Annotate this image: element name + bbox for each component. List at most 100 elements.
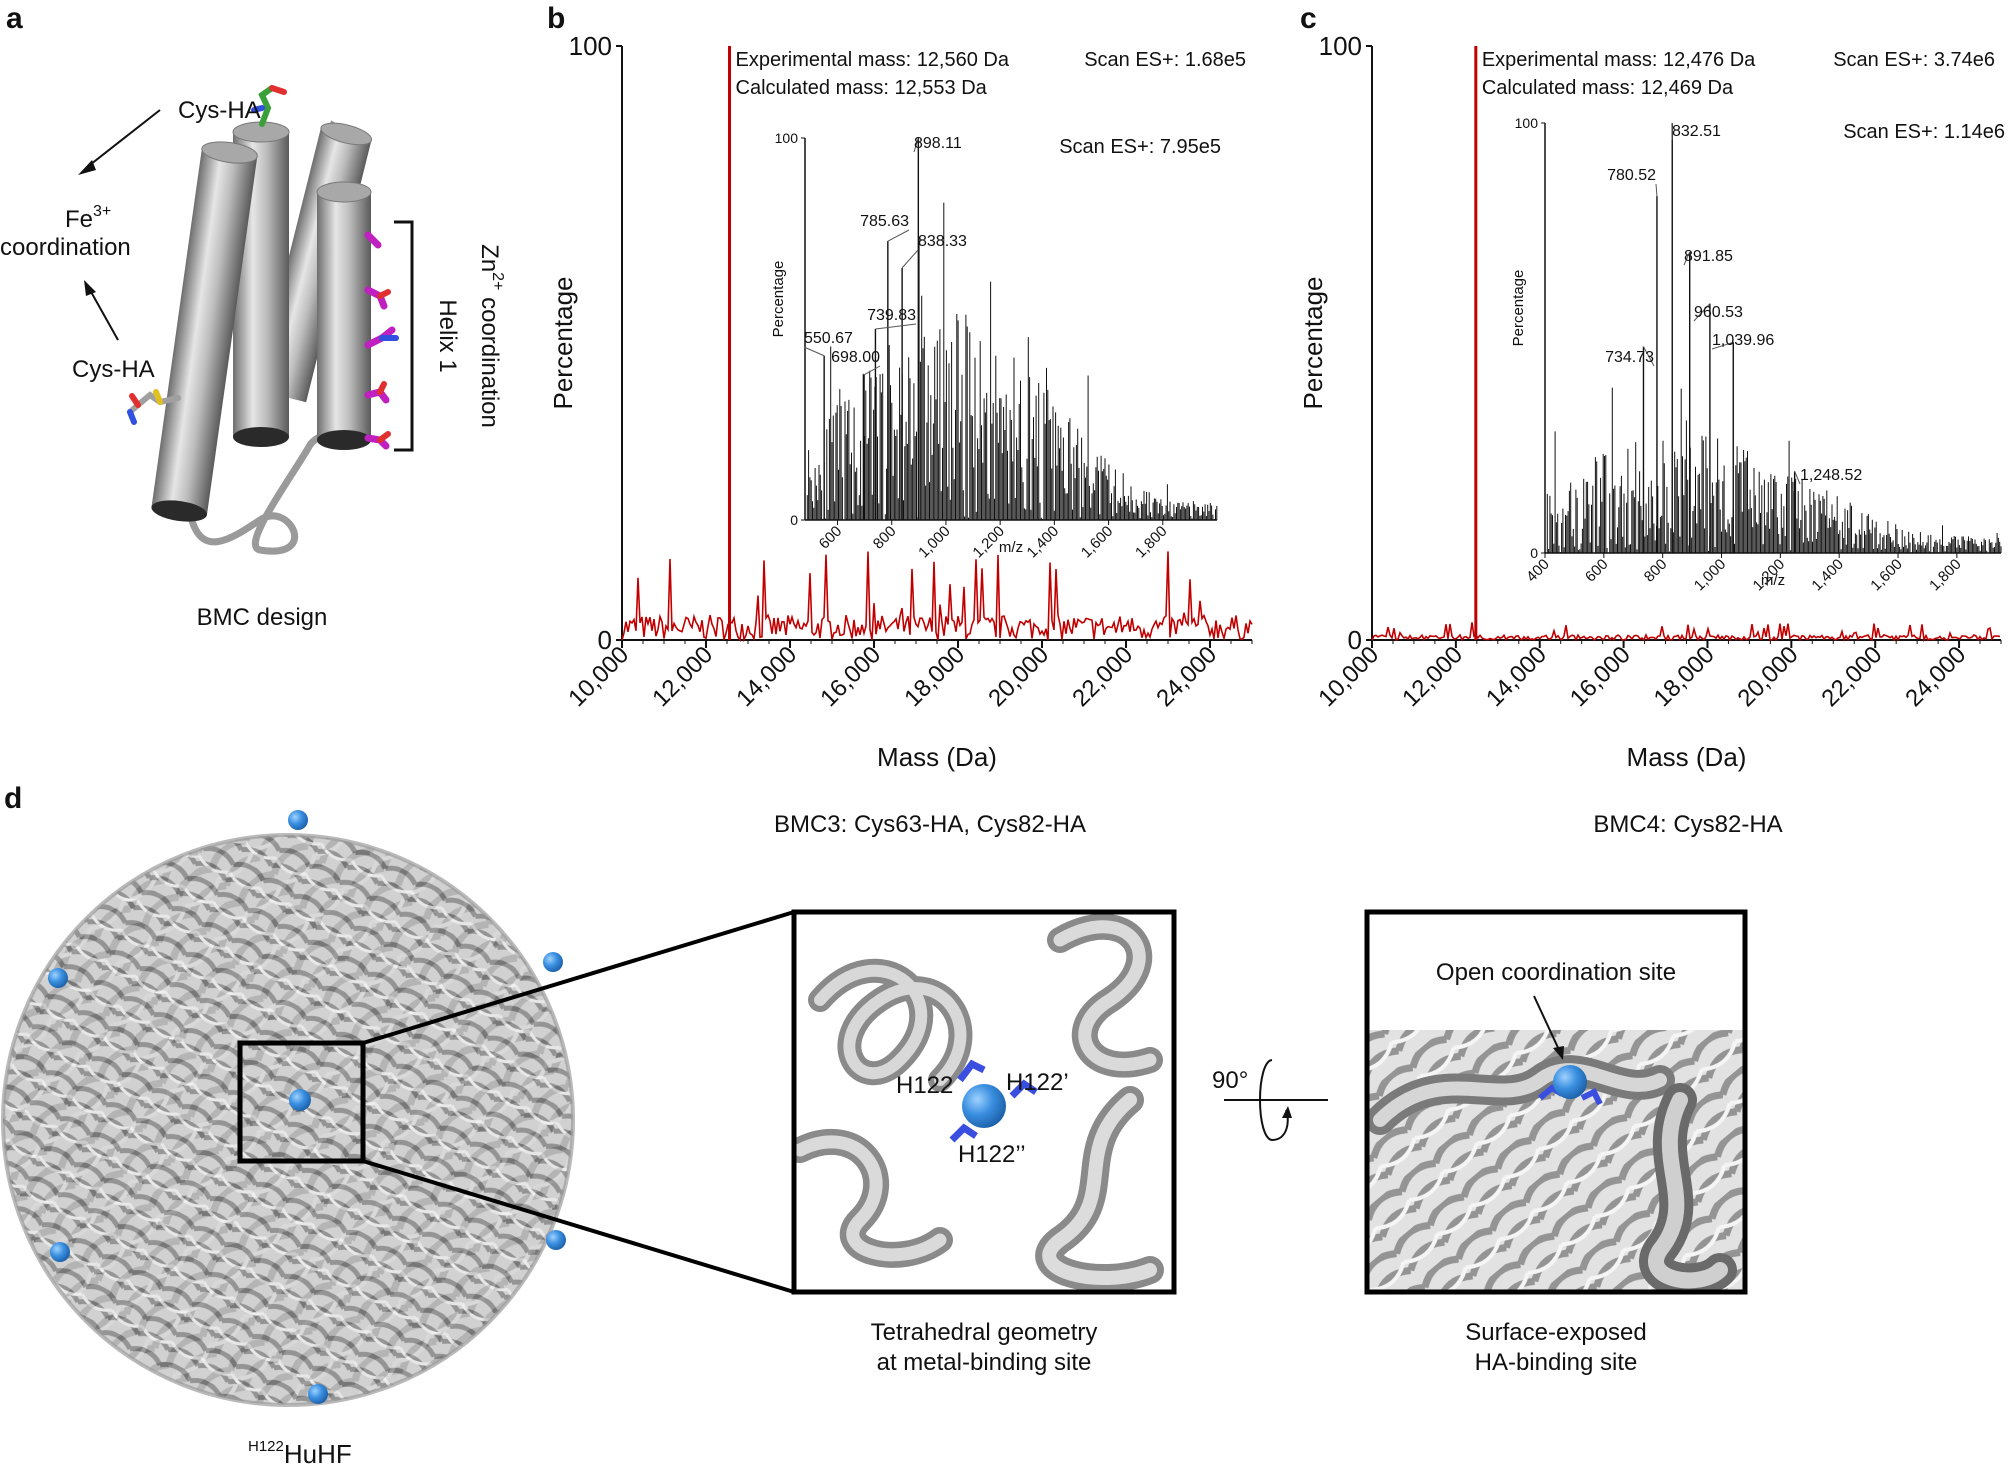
inset-peak-label: 734.73 bbox=[1605, 349, 1654, 366]
inset-peak-leader bbox=[1643, 346, 1655, 367]
y-tick-label: 0 bbox=[1348, 625, 1362, 655]
rotation-arrow-icon bbox=[1259, 1059, 1289, 1142]
x-axis-title: Mass (Da) bbox=[877, 742, 997, 772]
inset-peak-leader bbox=[1711, 341, 1734, 350]
inset-x-tick-label: 1,600 bbox=[1867, 556, 1906, 595]
h122-label-1: H122 bbox=[896, 1072, 953, 1099]
zoom-metal-ion bbox=[962, 1084, 1006, 1128]
loop-ribbon bbox=[186, 424, 356, 555]
cys-ha-stick-top bbox=[251, 85, 287, 127]
surface-site-view: Open coordination site bbox=[1364, 909, 1748, 1295]
inset-peak-label: 832.51 bbox=[1672, 123, 1721, 140]
x-tick-label: 22,000 bbox=[1067, 641, 1138, 712]
inset-x-tick-label: 600 bbox=[816, 523, 846, 553]
panel-letter-a: a bbox=[6, 2, 23, 35]
fe-arrows bbox=[78, 109, 161, 341]
inset-scan-label: Scan ES+: 1.14e6 bbox=[1843, 121, 2005, 143]
x-tick-label: 14,000 bbox=[1481, 641, 1552, 712]
inset-x-tick-label: 1,800 bbox=[1926, 556, 1965, 595]
spectrum-trace bbox=[621, 551, 1253, 643]
huhf-cage bbox=[1, 810, 575, 1407]
inset-peak-label: 1,039.96 bbox=[1712, 332, 1774, 349]
helix-cylinder-3 bbox=[151, 141, 258, 522]
cys-ha-top-label: Cys-HA bbox=[178, 97, 261, 124]
x-tick-label: 14,000 bbox=[731, 641, 802, 712]
inset-peak-leader bbox=[863, 365, 881, 376]
inset-x-axis-title: m/z bbox=[1761, 572, 1785, 589]
y-axis-title: Percentage bbox=[548, 277, 578, 410]
inset-x-tick-label: 800 bbox=[870, 523, 900, 553]
inset-y-tick-label: 100 bbox=[1515, 115, 1539, 131]
x-axis-title: Mass (Da) bbox=[1627, 742, 1747, 772]
x-tick-label: 18,000 bbox=[899, 641, 970, 712]
surface-metal-ion bbox=[1553, 1065, 1587, 1099]
inset-x-tick-label: 400 bbox=[1523, 556, 1553, 586]
inset-noise bbox=[806, 202, 1218, 520]
inset-peak-label: 898.11 bbox=[914, 135, 962, 152]
inset-peak-label: 960.53 bbox=[1694, 304, 1743, 321]
inset-scan-label: Scan ES+: 7.95e5 bbox=[1059, 136, 1221, 158]
calculated-mass-label: Calculated mass: 12,469 Da bbox=[1482, 77, 1734, 99]
x-tick-label: 20,000 bbox=[1733, 641, 1804, 712]
inset-y-tick-label: 100 bbox=[775, 130, 799, 146]
inset-peak-label: 838.33 bbox=[918, 233, 967, 250]
metal-site-zoom: H122 H122’ H122’’ bbox=[791, 909, 1177, 1295]
panel-a: a bbox=[0, 2, 506, 631]
cage-zoom-box bbox=[237, 1040, 366, 1164]
panel-letter-b: b bbox=[547, 2, 565, 35]
inset-peak-leader bbox=[1693, 303, 1711, 322]
helix-1-label: Helix 1 bbox=[434, 299, 461, 372]
inset-peak-leader bbox=[1794, 471, 1801, 485]
x-tick-label: 12,000 bbox=[647, 641, 718, 712]
helix-bracket bbox=[394, 220, 414, 452]
zn-binding-sticks bbox=[364, 231, 399, 450]
panel-a-caption: BMC design bbox=[197, 604, 328, 631]
h122-label-3: H122’’ bbox=[958, 1141, 1026, 1168]
rotation-indicator: 90° bbox=[1212, 1059, 1328, 1142]
inset-peak-label: 780.52 bbox=[1607, 167, 1656, 184]
inset-x-tick-label: 1,600 bbox=[1078, 523, 1117, 562]
spectrum-trace bbox=[1371, 622, 2001, 643]
inset-y-axis-title: Percentage bbox=[770, 261, 787, 338]
zoom-caption-line-2: at metal-binding site bbox=[877, 1349, 1092, 1376]
zoom-line-top bbox=[362, 910, 795, 1045]
inset-y-tick-label: 0 bbox=[790, 512, 798, 528]
metal-ion-marker bbox=[289, 1089, 311, 1111]
open-site-label: Open coordination site bbox=[1436, 959, 1676, 986]
x-tick-label: 18,000 bbox=[1649, 641, 1720, 712]
fe-coordination-label: coordination bbox=[0, 234, 131, 261]
inset-x-tick-label: 800 bbox=[1641, 556, 1671, 586]
panel-b-caption: BMC3: Cys63-HA, Cys82-HA bbox=[774, 811, 1086, 838]
metal-ion-marker bbox=[546, 1230, 566, 1250]
x-tick-label: 16,000 bbox=[1565, 641, 1636, 712]
y-tick-label: 0 bbox=[598, 625, 612, 655]
x-tick-label: 24,000 bbox=[1151, 641, 1222, 712]
metal-ion-marker bbox=[48, 968, 68, 988]
fe-label: Fe3+ bbox=[65, 203, 111, 233]
y-tick-label: 100 bbox=[1319, 31, 1362, 61]
inset-noise bbox=[1546, 387, 2002, 553]
inset-x-axis-title: m/z bbox=[999, 539, 1023, 556]
helix-cylinder-1 bbox=[316, 181, 372, 450]
cys-ha-bottom-label: Cys-HA bbox=[72, 356, 155, 383]
metal-ion-marker bbox=[288, 810, 308, 830]
inset-peak-leader bbox=[1655, 183, 1658, 197]
panel-d: d H122HuHF bbox=[1, 782, 1748, 1467]
panel-letter-d: d bbox=[4, 782, 22, 815]
y-axis-title: Percentage bbox=[1298, 277, 1328, 410]
metal-ion-marker bbox=[543, 952, 563, 972]
open-site-arrow-icon bbox=[1553, 1046, 1564, 1060]
calculated-mass-label: Calculated mass: 12,553 Da bbox=[736, 77, 988, 99]
x-tick-label: 22,000 bbox=[1816, 641, 1887, 712]
inset-peak-label: 550.67 bbox=[804, 330, 853, 347]
x-tick-label: 20,000 bbox=[983, 641, 1054, 712]
inset-y-tick-label: 0 bbox=[1530, 545, 1538, 561]
inset-x-tick-label: 1,400 bbox=[1024, 523, 1063, 562]
inset-x-tick-label: 1,000 bbox=[915, 523, 954, 562]
inset-x-tick-label: 600 bbox=[1582, 556, 1612, 586]
inset-x-tick-label: 1,000 bbox=[1691, 556, 1730, 595]
y-tick-label: 100 bbox=[569, 31, 612, 61]
h122-label-2: H122’ bbox=[1006, 1069, 1069, 1096]
rotation-label: 90° bbox=[1212, 1067, 1248, 1094]
